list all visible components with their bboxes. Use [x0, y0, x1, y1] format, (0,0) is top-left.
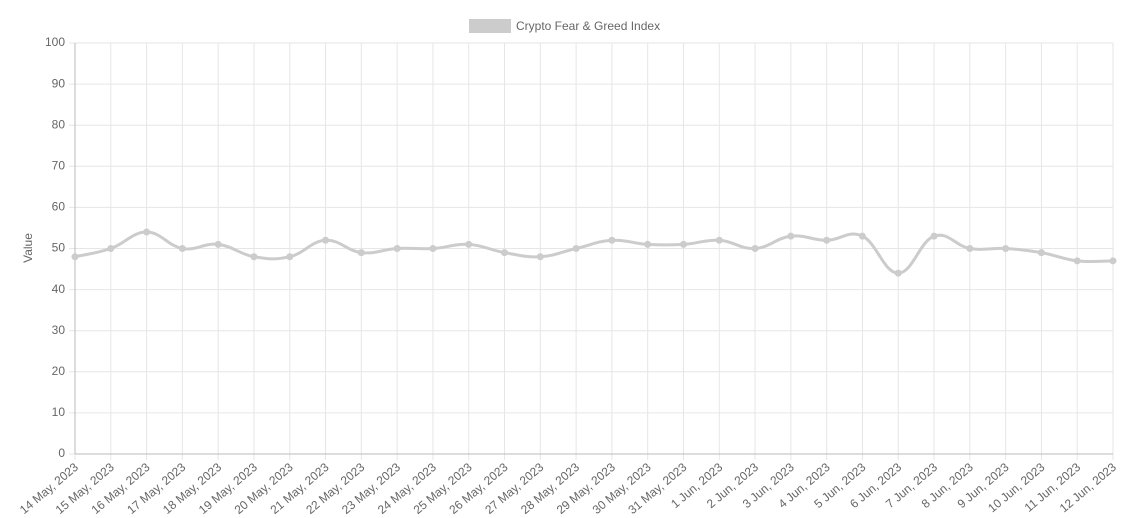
data-point: [536, 253, 544, 261]
data-point: [1109, 257, 1117, 265]
data-point: [930, 232, 938, 240]
data-point: [214, 240, 222, 248]
data-point: [322, 236, 330, 244]
y-tick-label: 0: [58, 446, 65, 460]
data-point: [644, 240, 652, 248]
y-tick-label: 10: [52, 405, 66, 419]
y-tick-label: 20: [52, 364, 66, 378]
data-point: [143, 228, 151, 236]
y-tick-label: 80: [52, 117, 66, 131]
data-point: [966, 245, 974, 252]
data-point: [71, 253, 79, 261]
data-point: [393, 245, 401, 252]
data-point: [608, 236, 616, 244]
data-point: [1002, 245, 1010, 252]
data-point: [501, 249, 509, 257]
data-point: [357, 249, 365, 257]
data-point: [715, 236, 723, 244]
y-tick-label: 90: [52, 76, 66, 90]
data-point: [858, 232, 866, 240]
data-point: [250, 253, 258, 261]
data-point: [107, 245, 115, 252]
data-point: [823, 236, 831, 244]
data-point: [1037, 249, 1045, 257]
legend-label: Crypto Fear & Greed Index: [516, 19, 660, 33]
data-point: [1073, 257, 1081, 265]
data-point: [679, 240, 687, 248]
data-point: [572, 245, 580, 252]
data-point: [178, 245, 186, 252]
data-point: [465, 240, 473, 248]
data-point: [787, 232, 795, 240]
y-tick-label: 40: [52, 282, 66, 296]
data-point: [894, 269, 902, 277]
data-point: [429, 245, 437, 252]
y-tick-label: 50: [52, 241, 66, 255]
legend-swatch: [469, 19, 511, 33]
data-point: [751, 245, 759, 252]
y-tick-label: 60: [52, 200, 66, 214]
data-point: [286, 253, 294, 261]
y-tick-label: 70: [52, 158, 66, 172]
y-tick-label: 100: [45, 35, 65, 49]
y-tick-label: 30: [52, 323, 66, 337]
data-line: [74, 230, 1114, 275]
y-axis-label: Value: [21, 233, 35, 263]
